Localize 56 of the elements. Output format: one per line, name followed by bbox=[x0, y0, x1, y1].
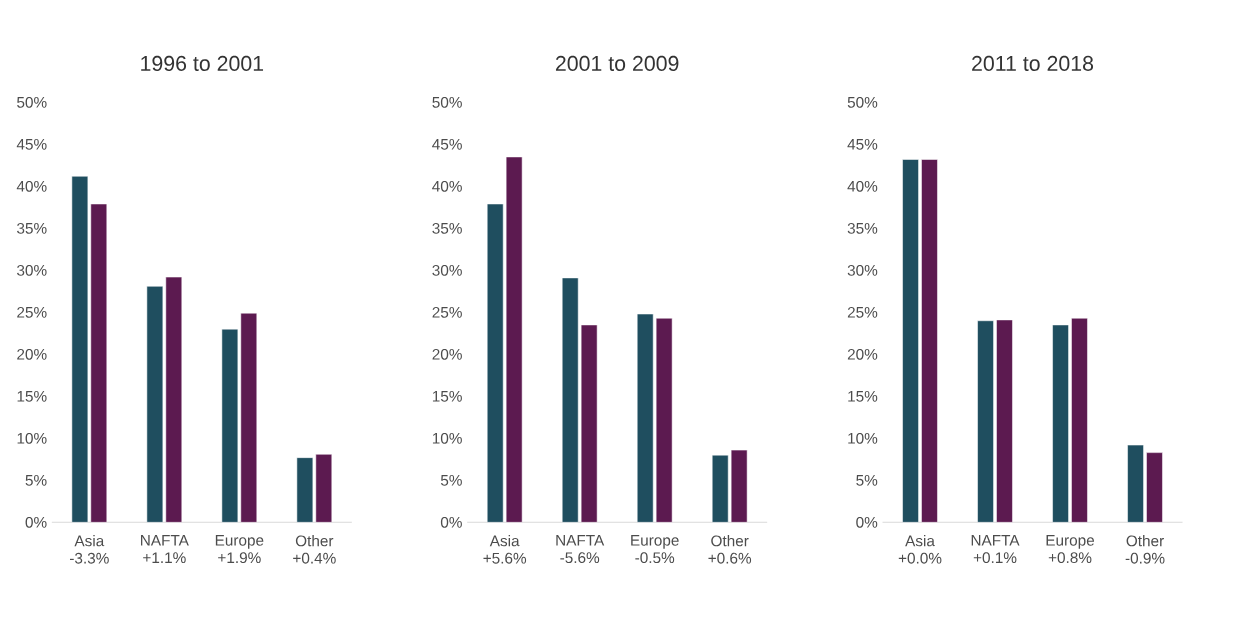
y-tick-label: 35% bbox=[847, 222, 878, 234]
y-tick-label: 5% bbox=[856, 474, 878, 486]
y-tick-label: 20% bbox=[17, 348, 47, 360]
chart-title: 2011 to 2018 bbox=[972, 55, 1094, 71]
x-tick-label: Europe +0.8% bbox=[1046, 535, 1095, 564]
y-tick-label: 35% bbox=[432, 222, 462, 234]
y-tick-label: 0% bbox=[440, 516, 462, 528]
chart-title: 2001 to 2009 bbox=[555, 55, 679, 71]
x-tick-label: Other -0.9% bbox=[1125, 535, 1165, 564]
y-tick-label: 45% bbox=[432, 138, 462, 150]
bar bbox=[1146, 452, 1163, 523]
y-tick-label: 40% bbox=[16, 180, 47, 192]
y-tick-label: 25% bbox=[432, 306, 462, 318]
y-tick-label: 40% bbox=[847, 180, 878, 192]
bar bbox=[1071, 317, 1088, 523]
y-tick-label: 45% bbox=[16, 138, 47, 150]
y-tick-label: 35% bbox=[17, 222, 47, 234]
y-tick-label: 10% bbox=[432, 432, 462, 444]
y-tick-label: 20% bbox=[847, 348, 878, 360]
y-tick-label: 15% bbox=[848, 390, 878, 402]
y-tick-label: 50% bbox=[17, 96, 47, 108]
x-tick-label: Other +0.4% bbox=[293, 535, 336, 564]
chart-title: 1996 to 2001 bbox=[141, 55, 264, 71]
y-tick-label: 15% bbox=[17, 390, 47, 402]
bar bbox=[921, 159, 938, 523]
x-tick-label: Other +0.6% bbox=[708, 535, 752, 564]
x-tick-label: Asia +5.6% bbox=[483, 535, 527, 564]
x-tick-label: NAFTA +1.1% bbox=[141, 535, 189, 564]
y-tick-label: 40% bbox=[432, 180, 462, 192]
x-tick-label: Europe -0.5% bbox=[631, 535, 679, 564]
bar bbox=[1127, 444, 1144, 523]
y-tick-label: 25% bbox=[847, 306, 878, 318]
x-tick-label: NAFTA +0.1% bbox=[971, 535, 1020, 564]
y-tick-label: 30% bbox=[432, 264, 462, 276]
bar bbox=[996, 319, 1013, 523]
bar bbox=[977, 320, 994, 523]
bar bbox=[1052, 324, 1069, 523]
y-tick-label: 50% bbox=[432, 96, 462, 108]
x-tick-label: Europe +1.9% bbox=[215, 535, 264, 564]
x-tick-label: Asia +0.0% bbox=[898, 535, 942, 564]
y-tick-label: 30% bbox=[847, 264, 878, 276]
x-tick-label: Asia -3.3% bbox=[70, 535, 109, 564]
bar bbox=[902, 159, 919, 523]
y-tick-label: 0% bbox=[856, 516, 878, 528]
y-tick-label: 5% bbox=[440, 474, 462, 486]
y-tick-label: 10% bbox=[848, 432, 878, 444]
y-tick-label: 50% bbox=[847, 96, 878, 108]
y-tick-label: 20% bbox=[432, 348, 462, 360]
y-tick-label: 45% bbox=[847, 138, 878, 150]
y-tick-label: 10% bbox=[17, 432, 47, 444]
y-tick-label: 25% bbox=[17, 306, 47, 318]
y-tick-label: 15% bbox=[432, 390, 462, 402]
y-tick-label: 5% bbox=[25, 474, 47, 486]
y-tick-label: 0% bbox=[25, 516, 47, 528]
x-tick-label: NAFTA -5.6% bbox=[556, 535, 605, 564]
y-tick-label: 30% bbox=[17, 264, 47, 276]
